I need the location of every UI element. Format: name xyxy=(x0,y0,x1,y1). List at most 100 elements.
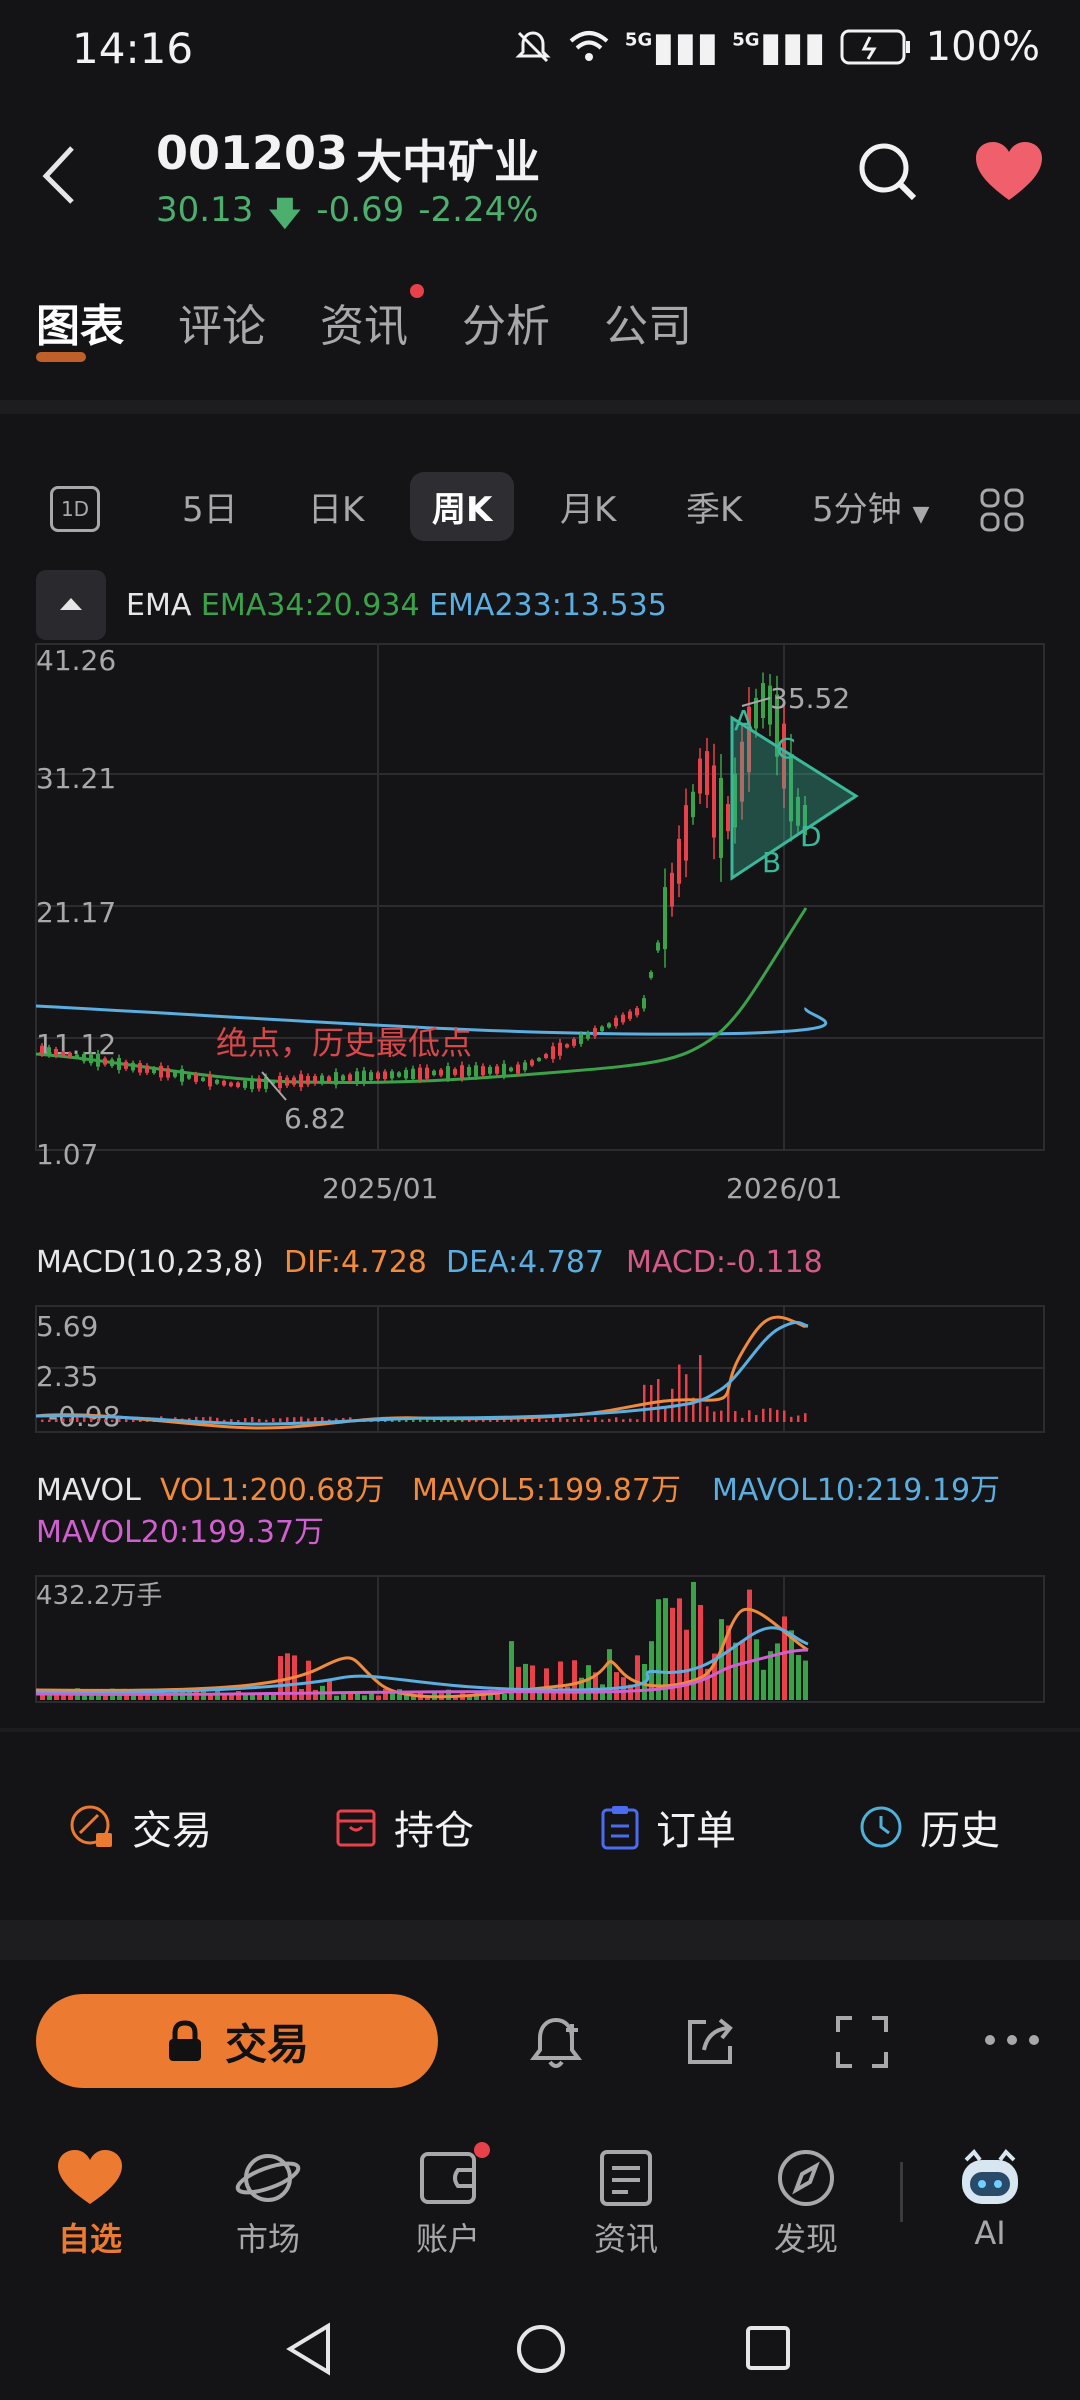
trade-action-label: 交易 xyxy=(132,1808,212,1854)
recents-square-icon[interactable] xyxy=(744,2324,792,2372)
volume-bar xyxy=(306,1660,311,1700)
trade-action[interactable]: 交易 xyxy=(68,1798,212,1856)
volume-bar xyxy=(782,1616,787,1700)
nav-ai[interactable]: AI xyxy=(920,2148,1060,2252)
history-action-label: 历史 xyxy=(920,1808,1000,1854)
macd-bar xyxy=(517,1418,520,1422)
macd-bar xyxy=(664,1406,667,1422)
signal-2-icon: 5G▮▮▮ xyxy=(732,24,826,70)
positions-action[interactable]: 持仓 xyxy=(334,1798,474,1856)
share-icon[interactable] xyxy=(682,2014,738,2070)
dif-value: DIF:4.728 xyxy=(284,1245,427,1280)
candle xyxy=(103,1058,107,1065)
interval-dropdown[interactable]: 5分钟 ▼ xyxy=(812,482,929,531)
system-nav-bar xyxy=(0,2300,1080,2400)
macd-bar xyxy=(762,1408,765,1422)
candle xyxy=(586,1032,590,1039)
x-tick: 2026/01 xyxy=(726,1172,842,1205)
pattern-point-b: B xyxy=(762,846,781,879)
tab-news[interactable]: 资讯 xyxy=(320,284,424,354)
tab-chart[interactable]: 图表 xyxy=(36,290,124,362)
nav-market[interactable]: 市场 xyxy=(198,2148,338,2260)
macd-bar xyxy=(545,1419,548,1422)
y-tick: 21.17 xyxy=(36,896,116,929)
alert-bell-icon[interactable] xyxy=(526,2012,586,2072)
candle xyxy=(796,796,800,826)
candle xyxy=(600,1026,604,1031)
nav-ai-label: AI xyxy=(974,2214,1006,2252)
history-action[interactable]: 历史 xyxy=(858,1798,1000,1856)
candle xyxy=(677,838,681,884)
macd-bar xyxy=(202,1417,205,1422)
candlesticks xyxy=(40,672,807,1093)
volume-bar xyxy=(684,1629,689,1700)
volume-bar xyxy=(789,1630,794,1700)
period-daily[interactable]: 日K xyxy=(308,490,365,530)
grid-icon[interactable] xyxy=(980,488,1024,532)
search-button[interactable] xyxy=(856,140,920,204)
back-button[interactable] xyxy=(36,140,96,210)
divider xyxy=(0,1728,1080,1732)
candle xyxy=(418,1067,422,1080)
favorite-button[interactable] xyxy=(974,140,1044,204)
candle xyxy=(775,694,779,757)
period-monthly[interactable]: 月K xyxy=(560,490,617,530)
fullscreen-icon[interactable] xyxy=(834,2014,890,2070)
candle xyxy=(460,1065,464,1078)
tab-company[interactable]: 公司 xyxy=(604,290,692,354)
wifi-icon xyxy=(569,31,609,61)
tab-comments[interactable]: 评论 xyxy=(178,290,266,354)
macd-bar xyxy=(727,1383,730,1422)
candle xyxy=(320,1075,324,1084)
volume-bar xyxy=(761,1669,766,1700)
candle xyxy=(299,1074,303,1088)
nav-news[interactable]: 资讯 xyxy=(556,2148,696,2260)
trade-button[interactable]: 交易 xyxy=(36,1994,438,2088)
wallet-icon xyxy=(420,2152,476,2204)
volume-bar xyxy=(467,1695,472,1700)
note-label: 绝点，历史最低点 xyxy=(216,1024,472,1062)
period-quarterly[interactable]: 季K xyxy=(686,490,743,530)
volume-bar xyxy=(691,1581,696,1700)
candle xyxy=(166,1068,170,1078)
volume-bar xyxy=(341,1694,346,1700)
back-triangle-icon[interactable] xyxy=(284,2322,334,2376)
volume-bar xyxy=(131,1692,136,1700)
chart-area[interactable]: 41.26 31.21 21.17 11.12 1.07 2025/01 202… xyxy=(0,560,1080,1710)
macd-bar xyxy=(482,1418,485,1422)
volume-bar xyxy=(257,1693,262,1700)
battery-icon xyxy=(840,29,910,65)
candle xyxy=(271,1080,275,1085)
home-circle-icon[interactable] xyxy=(514,2322,568,2376)
tab-analysis-label: 分析 xyxy=(462,301,550,352)
divider xyxy=(0,1920,1080,1960)
macd-bar xyxy=(734,1411,737,1422)
candle xyxy=(68,1052,72,1058)
period-1d-button[interactable]: 1D xyxy=(50,486,100,532)
volume-bar xyxy=(334,1695,339,1700)
mavol20-line xyxy=(35,1648,809,1696)
candle xyxy=(82,1053,86,1062)
mute-bell-icon xyxy=(515,31,551,63)
volume-bar xyxy=(355,1693,360,1700)
nav-discover[interactable]: 发现 xyxy=(736,2148,876,2260)
macd-bar xyxy=(216,1417,219,1422)
candle xyxy=(138,1063,142,1073)
volume-bar xyxy=(124,1694,129,1700)
nav-account[interactable]: 账户 xyxy=(378,2142,518,2260)
period-5day[interactable]: 5日 xyxy=(182,490,238,530)
orders-action[interactable]: 订单 xyxy=(600,1798,736,1856)
macd-bar xyxy=(41,1419,44,1422)
tab-analysis[interactable]: 分析 xyxy=(462,290,550,354)
candle xyxy=(565,1044,569,1048)
candle xyxy=(523,1062,527,1071)
nav-watchlist[interactable]: 自选 xyxy=(20,2148,160,2260)
volume-bar xyxy=(166,1693,171,1700)
volume-bar xyxy=(677,1598,682,1700)
candle xyxy=(383,1071,387,1080)
more-icon[interactable] xyxy=(982,2030,1042,2050)
heart-icon xyxy=(58,2150,122,2204)
collapse-button[interactable] xyxy=(36,570,106,640)
candle xyxy=(628,1011,632,1019)
period-weekly[interactable]: 周K xyxy=(410,472,515,541)
